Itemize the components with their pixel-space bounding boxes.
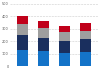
Bar [80,31,91,39]
Bar [59,26,70,33]
Bar [80,39,91,52]
Bar [38,51,49,66]
Bar [38,21,49,28]
Bar [17,16,28,24]
Bar [80,23,91,31]
Bar [59,41,70,53]
Bar [17,35,28,50]
Bar [80,52,91,66]
Bar [38,37,49,51]
Bar [59,53,70,66]
Bar [17,50,28,66]
Bar [38,28,49,37]
Bar [17,24,28,35]
Bar [59,33,70,41]
